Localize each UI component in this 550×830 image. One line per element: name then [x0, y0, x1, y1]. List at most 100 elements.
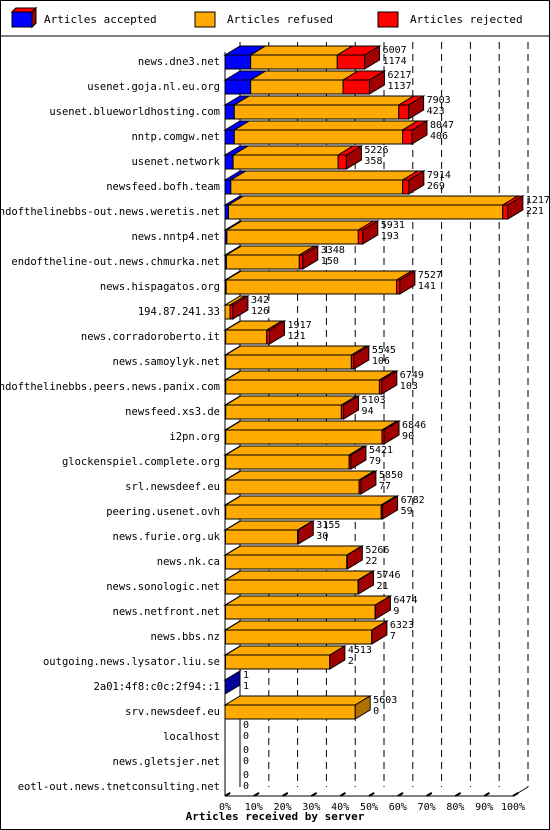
category-label: glockenspiel.complete.org — [62, 456, 220, 468]
bar-side — [297, 520, 314, 545]
value-label-total: 7914 — [427, 170, 451, 181]
category-label: localhost — [163, 731, 220, 743]
x-tick-mark — [253, 791, 260, 797]
bar-endoftheline-out-news-chmurka-net — [223, 245, 320, 270]
bar-side — [408, 95, 425, 120]
value-label-total: 6846 — [402, 420, 426, 431]
value-label-rejected: 406 — [430, 131, 448, 142]
value-label-rejected: 0 — [243, 781, 249, 792]
bar-side — [357, 570, 374, 595]
category-label: news.furie.org.uk — [113, 531, 221, 543]
bar-news-netfront-net — [223, 595, 393, 620]
bar-segment-rejected — [337, 154, 347, 170]
bar-side — [371, 620, 388, 645]
bar-news-samoylyk-net — [223, 345, 371, 370]
value-label-total: 0 — [243, 770, 249, 781]
bar-segment-top-refused — [225, 220, 376, 231]
bar-194-87-241-33 — [223, 295, 250, 320]
bar-segment-top-refused — [232, 95, 416, 106]
category-label: news.hispagatos.org — [100, 281, 220, 293]
value-label-rejected: 1174 — [383, 56, 407, 67]
x-tick-label: 10% — [245, 802, 263, 813]
bar-segment-refused — [224, 704, 356, 720]
value-label-total: 5931 — [381, 220, 405, 231]
x-tick-mark — [224, 791, 231, 797]
x-tick-mark — [282, 791, 289, 797]
category-label: i2pn.org — [169, 431, 220, 443]
value-label-total: 7527 — [418, 270, 442, 281]
category-label: news.dne3.net — [138, 56, 220, 68]
value-label-rejected: 358 — [364, 156, 382, 167]
bar-newsfeed-xs3-de — [223, 395, 361, 420]
value-label-total: 6217 — [387, 70, 411, 81]
bar-peering-usenet-ovh — [223, 495, 400, 520]
bar-segment-rejected — [357, 229, 364, 245]
bar-news-bbs-nz — [223, 620, 389, 645]
value-label-total: 7903 — [427, 95, 451, 106]
value-label-total: 4513 — [348, 645, 372, 656]
bar-usenet-blueworldhosting-com — [223, 95, 426, 120]
value-label-total: 3155 — [316, 520, 340, 531]
legend-label-rejected: Articles rejected — [410, 13, 523, 26]
bar-segment-accepted — [224, 104, 235, 120]
bar-segment-refused — [250, 54, 338, 70]
bar-segment-accepted — [224, 154, 234, 170]
bar-2a01-4f8-c0c-2f94-1 — [223, 670, 242, 695]
category-label: news.bbs.nz — [150, 631, 220, 643]
x-tick-mark — [512, 791, 519, 797]
value-label-rejected: 22 — [365, 556, 377, 567]
bar-segment-accepted — [224, 204, 229, 220]
legend-swatch-side-rejected — [31, 6, 37, 29]
value-label-total: 8047 — [430, 120, 454, 131]
x-tick-mark — [483, 791, 490, 797]
bar-segment-rejected — [342, 79, 370, 95]
category-label: endofthelinebbs-out.news.weretis.net — [0, 206, 220, 218]
bar-endofthelinebbs-peers-news-panix-com — [223, 370, 399, 395]
value-label-rejected: 423 — [427, 106, 445, 117]
bar-segment-refused — [224, 654, 331, 670]
bar-news-dne3-net — [223, 45, 382, 70]
value-label-rejected: 77 — [379, 481, 391, 492]
bar-segment-refused — [232, 154, 339, 170]
bar-i2pn-org — [223, 420, 401, 445]
bar-nntp-comgw-net — [223, 120, 429, 145]
bar-segment-refused — [224, 604, 376, 620]
value-label-total: 1917 — [288, 320, 312, 331]
legend-swatch-refused — [194, 11, 216, 28]
category-label: usenet.network — [131, 156, 220, 168]
x-tick-label: 70% — [418, 802, 436, 813]
value-label-rejected: 106 — [372, 356, 390, 367]
x-tick-label: 30% — [302, 802, 320, 813]
bar-side — [343, 395, 360, 420]
bar-segment-top-refused — [223, 445, 366, 456]
value-label-rejected: 0 — [243, 756, 249, 767]
value-label-rejected: 126 — [251, 306, 269, 317]
category-label: endofthelinebbs.peers.news.panix.com — [0, 381, 220, 393]
bar-segment-top-refused — [223, 595, 393, 606]
value-label-rejected: 59 — [401, 506, 413, 517]
value-label-total: 5421 — [369, 445, 393, 456]
value-label-total: 1 — [243, 670, 249, 681]
value-label-rejected: 0 — [243, 731, 249, 742]
bar-segment-refused — [225, 279, 398, 295]
x-tick-mark — [339, 791, 346, 797]
legend-item-rejected: Articles rejected — [10, 6, 523, 29]
category-label: news.corradoroberto.it — [81, 331, 220, 343]
value-label-rejected: 2 — [348, 656, 354, 667]
legend-label-accepted: Articles accepted — [44, 13, 157, 26]
bar-segment-refused — [225, 329, 268, 345]
bar-news-nk-ca — [223, 545, 365, 570]
bar-segment-refused — [225, 254, 300, 270]
value-label-rejected: 94 — [362, 406, 374, 417]
value-label-rejected: 79 — [369, 456, 381, 467]
bar-segment-refused — [225, 354, 352, 370]
x-tick-mark — [310, 791, 318, 797]
value-label-rejected: 103 — [400, 381, 418, 392]
bar-side — [224, 670, 241, 695]
bar-side — [374, 595, 391, 620]
category-label: news.sonologic.net — [106, 581, 220, 593]
bar-side — [381, 370, 398, 395]
bar-usenet-goja-nl-eu-org — [223, 70, 387, 95]
x-tick-label: 40% — [331, 802, 349, 813]
bar-segment-refused — [233, 129, 404, 145]
